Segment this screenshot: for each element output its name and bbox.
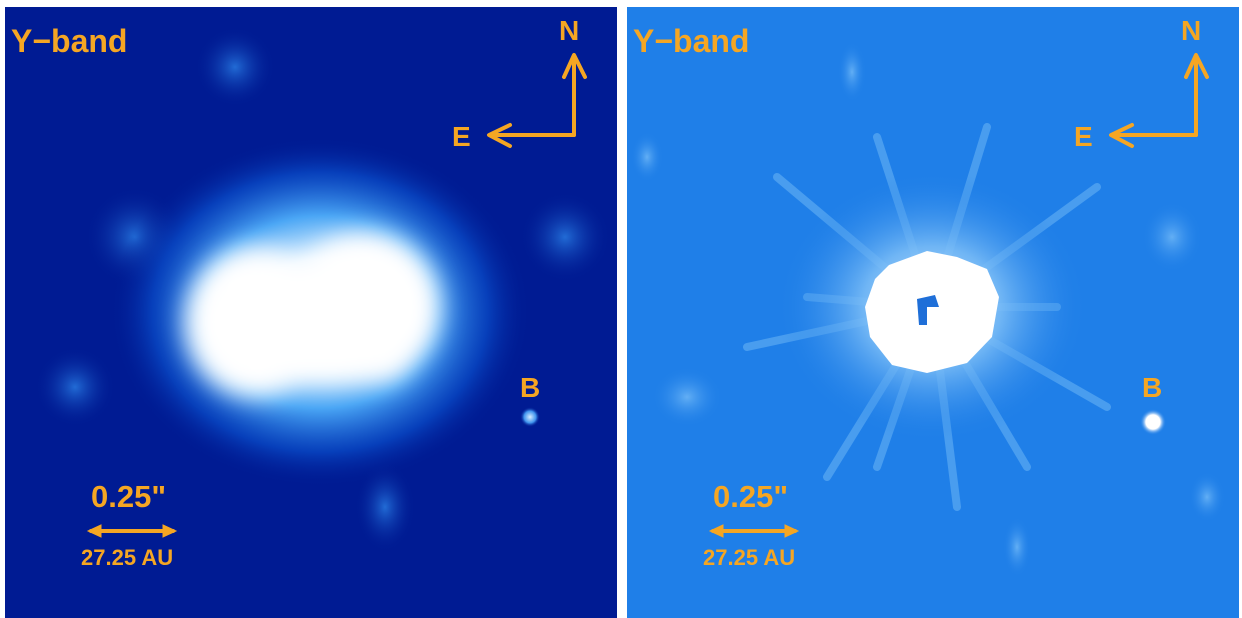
scale-au-label: 27.25 AU <box>81 545 174 570</box>
east-label: E <box>1074 121 1093 152</box>
companion-label: B <box>1142 372 1163 403</box>
image-panel-left: Y−band N E B 0.25" 27.25 AU <box>5 7 617 618</box>
band-label: Y−band <box>11 23 128 59</box>
scale-arcsec-label: 0.25" <box>713 479 789 514</box>
scale-arcsec-label: 0.25" <box>91 479 167 514</box>
companion-label: B <box>520 372 541 403</box>
north-label: N <box>559 15 580 46</box>
north-label: N <box>1181 15 1202 46</box>
stellar-image-left <box>5 7 617 618</box>
image-panel-right: Y−band N E B 0.25" 27.25 AU <box>627 7 1239 618</box>
companion-b-source-left <box>520 407 540 427</box>
companion-b-source-right <box>1140 409 1166 435</box>
scale-au-label: 27.25 AU <box>703 545 796 570</box>
east-label: E <box>452 121 471 152</box>
stellar-image-right <box>627 7 1239 618</box>
band-label: Y−band <box>633 23 750 59</box>
